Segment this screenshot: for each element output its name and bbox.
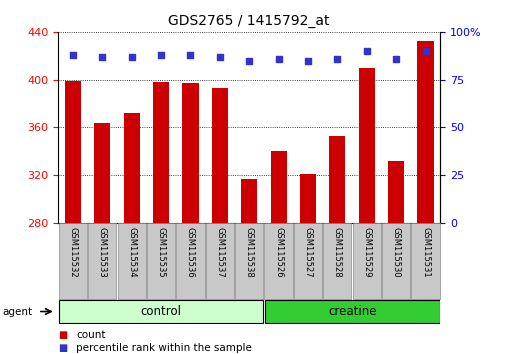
Bar — [381, 223, 410, 299]
Point — [157, 52, 165, 58]
Text: GSM115537: GSM115537 — [215, 227, 224, 278]
Text: GSM115528: GSM115528 — [332, 227, 341, 278]
Bar — [153, 82, 169, 223]
Bar — [94, 123, 110, 223]
Bar — [123, 113, 139, 223]
Text: GSM115527: GSM115527 — [303, 227, 312, 278]
Bar — [411, 223, 439, 299]
Point — [69, 52, 77, 58]
Text: ■: ■ — [58, 343, 67, 353]
Point — [333, 56, 341, 62]
Bar — [293, 223, 322, 299]
Text: agent: agent — [3, 307, 33, 316]
Point — [362, 48, 370, 54]
Text: creatine: creatine — [327, 305, 376, 318]
Point — [304, 58, 312, 63]
Text: count: count — [76, 330, 105, 339]
Text: GSM115535: GSM115535 — [156, 227, 165, 278]
Bar — [88, 223, 116, 299]
Text: ■: ■ — [58, 330, 67, 339]
Bar — [65, 81, 81, 223]
Point — [274, 56, 282, 62]
Text: GSM115529: GSM115529 — [362, 227, 371, 277]
Point — [127, 54, 135, 59]
Bar — [417, 41, 433, 223]
Bar — [211, 88, 227, 223]
Bar — [352, 223, 380, 299]
Bar — [59, 300, 263, 323]
Bar — [182, 83, 198, 223]
Point — [215, 54, 223, 59]
Bar — [59, 223, 87, 299]
Text: GSM115533: GSM115533 — [97, 227, 107, 278]
Bar — [176, 223, 204, 299]
Bar — [117, 223, 145, 299]
Text: GSM115534: GSM115534 — [127, 227, 136, 278]
Bar — [270, 152, 286, 223]
Bar — [323, 223, 351, 299]
Text: GSM115532: GSM115532 — [68, 227, 77, 278]
Bar — [358, 68, 374, 223]
Bar — [241, 179, 257, 223]
Text: GSM115530: GSM115530 — [391, 227, 400, 278]
Point — [245, 58, 253, 63]
Text: GSM115538: GSM115538 — [244, 227, 253, 278]
Bar — [264, 223, 292, 299]
Text: GDS2765 / 1415792_at: GDS2765 / 1415792_at — [168, 14, 329, 28]
Bar — [146, 223, 175, 299]
Text: control: control — [140, 305, 181, 318]
Point — [98, 54, 106, 59]
Text: GSM115536: GSM115536 — [185, 227, 194, 278]
Bar — [265, 300, 439, 323]
Bar — [206, 223, 233, 299]
Point — [421, 48, 429, 54]
Text: GSM115526: GSM115526 — [274, 227, 282, 278]
Text: percentile rank within the sample: percentile rank within the sample — [76, 343, 251, 353]
Bar — [329, 136, 345, 223]
Bar — [387, 161, 403, 223]
Bar — [235, 223, 263, 299]
Point — [186, 52, 194, 58]
Text: GSM115531: GSM115531 — [420, 227, 429, 278]
Point — [391, 56, 399, 62]
Bar — [299, 174, 316, 223]
